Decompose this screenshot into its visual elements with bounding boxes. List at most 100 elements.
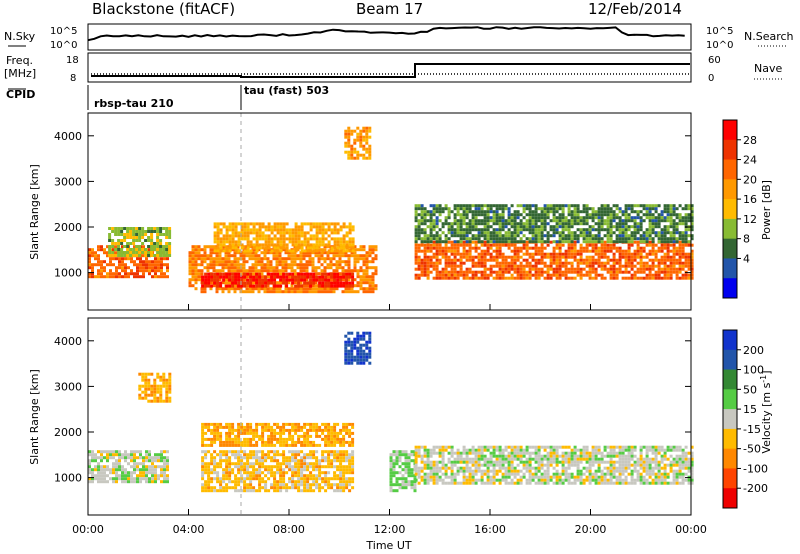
velocity-echo-cell-1 [168,375,172,379]
power-echo-cell-2 [200,254,204,258]
power-echo-cell-2 [275,287,279,291]
velocity-echo-cell-3 [312,440,316,444]
power-echo-cell-4 [315,225,319,229]
power-echo-cell-2 [359,287,363,291]
velocity-echo-cell-2 [264,483,268,487]
power-echo-cell-2 [338,272,342,276]
velocity-echo-cell-0 [127,477,130,481]
power-echo-cell-5 [365,135,369,139]
power-echo-cell-4 [237,231,241,235]
velocity-echo-cell-2 [246,465,250,469]
power-echo-cell-7 [435,207,439,211]
power-echo-cell-5 [347,150,351,154]
power-echo-cell-7 [423,228,427,232]
power-echo-cell-4 [267,225,271,229]
velocity-echo-cell-1 [141,372,145,376]
power-echo-cell-4 [327,225,331,229]
velocity-echo-cell-0 [91,474,94,478]
power-echo-cell-7 [660,216,664,220]
power-echo-cell-2 [245,260,249,264]
power-echo-cell-6 [636,270,640,274]
power-echo-cell-6 [687,252,691,256]
power-echo-cell-6 [627,261,631,265]
power-echo-cell-0 [163,275,166,279]
power-echo-cell-6 [552,249,556,253]
power-echo-cell-0 [88,254,91,258]
power-echo-cell-6 [429,249,433,253]
power-echo-cell-6 [555,243,559,247]
power-echo-cell-4 [300,240,304,244]
power-echo-cell-2 [209,254,213,258]
power-echo-cell-7 [513,219,517,223]
power-echo-cell-0 [145,266,148,270]
velocity-echo-cell-3 [309,425,313,429]
velocity-echo-cell-3 [204,443,208,447]
power-echo-cell-7 [621,213,625,217]
power-echo-cell-4 [318,225,322,229]
power-echo-cell-2 [365,278,369,282]
power-echo-cell-1 [120,239,124,242]
power-echo-cell-7 [552,219,556,223]
power-echo-cell-6 [615,258,619,262]
power-echo-cell-6 [648,249,652,253]
velocity-echo-cell-3 [285,443,289,447]
velocity-echo-cell-2 [237,456,241,460]
velocity-echo-cell-1 [153,396,157,400]
power-echo-cell-7 [444,204,448,208]
power-echo-cell-7 [414,228,418,232]
velocity-echo-cell-0 [133,453,136,457]
power-echo-cell-2 [287,275,291,279]
power-echo-cell-7 [660,210,664,214]
velocity-echo-cell-0 [154,477,157,481]
power-echo-cell-7 [594,237,598,241]
velocity-echo-cell-3 [213,437,217,441]
power-echo-cell-2 [290,266,294,270]
power-echo-cell-5 [347,156,351,160]
power-echo-cell-4 [270,228,274,232]
velocity-echo-cell-2 [243,477,247,481]
power-echo-cell-2 [221,263,225,267]
power-echo-cell-4 [240,231,244,235]
power-echo-cell-6 [651,252,655,256]
velocity-echo-cell-3 [324,434,328,438]
power-echo-cell-2 [332,251,336,255]
power-echo-cell-4 [303,234,307,238]
power-echo-cell-3 [339,278,343,282]
power-echo-cell-6 [630,276,634,280]
velocity-echo-cell-3 [234,443,238,447]
velocity-echo-cell-3 [315,431,319,435]
power-echo-cell-7 [438,213,442,217]
power-echo-cell-6 [507,255,511,259]
power-echo-cell-7 [423,222,427,226]
velocity-echo-cell-2 [351,450,355,454]
power-echo-cell-2 [344,287,348,291]
power-echo-cell-7 [480,228,484,232]
velocity-echo-cell-0 [121,471,124,475]
power-echo-cell-6 [552,246,556,250]
velocity-echo-cell-2 [225,462,229,466]
power-echo-cell-7 [681,237,685,241]
power-echo-cell-6 [531,246,535,250]
power-echo-cell-6 [435,270,439,274]
power-echo-cell-7 [474,204,478,208]
power-echo-cell-1 [147,254,151,257]
power-echo-cell-7 [657,234,661,238]
power-echo-cell-2 [317,257,321,261]
power-echo-cell-0 [157,263,160,267]
velocity-echo-cell-2 [270,468,274,472]
velocity-echo-cell-1 [165,387,169,391]
velocity-echo-cell-2 [273,471,277,475]
power-echo-cell-2 [257,263,261,267]
velocity-echo-cell-3 [213,440,217,444]
power-echo-cell-6 [480,258,484,262]
velocity-echo-cell-4 [347,361,351,365]
velocity-echo-cell-0 [148,471,151,475]
velocity-echo-cell-3 [261,422,265,426]
power-echo-cell-2 [350,269,354,273]
power-echo-cell-6 [504,276,508,280]
power-echo-cell-3 [291,278,295,282]
velocity-echo-cell-2 [216,489,220,493]
power-echo-cell-7 [417,234,421,238]
power-echo-cell-7 [639,204,643,208]
